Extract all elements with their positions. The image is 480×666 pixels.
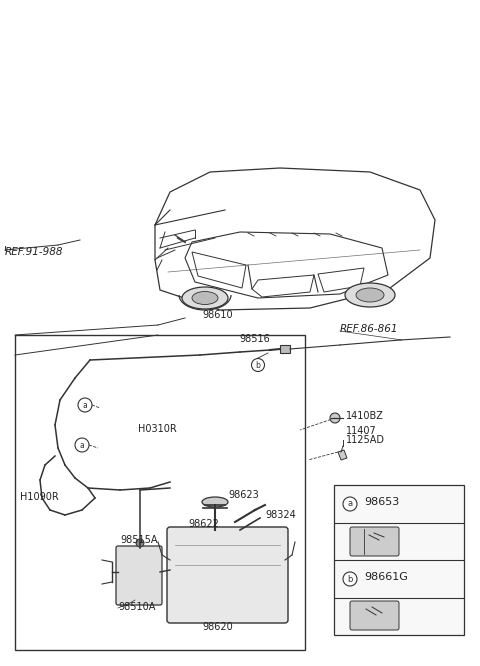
Text: 98516: 98516 [240,334,270,344]
Bar [15,335,305,650]
Text: 98610: 98610 [203,310,233,320]
FancyBboxPatch shape [167,527,288,623]
Text: 98324: 98324 [265,510,296,520]
Text: H0310R: H0310R [138,424,177,434]
Text: 98653: 98653 [364,497,399,507]
Polygon shape [338,450,347,460]
Ellipse shape [202,497,228,507]
Text: 98661G: 98661G [364,572,408,582]
Text: 98510A: 98510A [118,602,156,612]
Circle shape [343,497,357,511]
FancyBboxPatch shape [350,527,399,556]
Circle shape [136,539,144,547]
Bar [280,345,290,353]
Text: REF.91-988: REF.91-988 [5,247,63,257]
FancyBboxPatch shape [116,546,162,605]
Bar [334,485,464,635]
Ellipse shape [182,287,228,309]
Text: 98623: 98623 [228,490,259,500]
Circle shape [78,398,92,412]
Ellipse shape [192,292,218,304]
Circle shape [75,438,89,452]
FancyBboxPatch shape [350,601,399,630]
Ellipse shape [356,288,384,302]
Text: 1410BZ: 1410BZ [346,411,384,421]
Text: a: a [80,440,84,450]
Text: a: a [348,500,353,509]
Text: b: b [255,360,261,370]
Text: a: a [83,400,87,410]
Circle shape [330,413,340,423]
Text: REF.86-861: REF.86-861 [340,324,398,334]
Text: b: b [348,575,353,583]
Circle shape [252,358,264,372]
Text: H1090R: H1090R [20,492,59,502]
Text: 11407: 11407 [346,426,377,436]
Text: 98620: 98620 [203,622,233,632]
Circle shape [343,572,357,586]
Text: 1125AD: 1125AD [346,435,385,445]
Text: 98515A: 98515A [120,535,157,545]
Text: 98622: 98622 [188,519,219,529]
Ellipse shape [345,283,395,307]
